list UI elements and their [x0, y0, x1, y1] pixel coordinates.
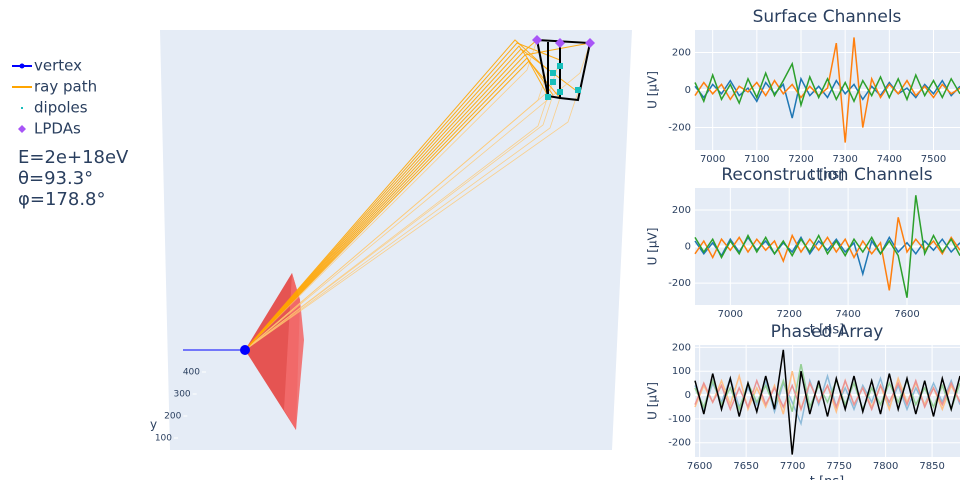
- y-tick-label: -200: [668, 278, 691, 289]
- y-tick-label: 300: [173, 390, 190, 400]
- legend-symbol: [19, 63, 25, 69]
- x-tick-label: 7200: [776, 309, 801, 320]
- waveform: [694, 61, 960, 108]
- vertex-marker: [240, 345, 250, 355]
- waveform: [694, 349, 960, 455]
- annotation: E=2e+18eV: [18, 147, 129, 168]
- ray-path: [244, 39, 538, 351]
- y-tick-label: 200: [672, 342, 691, 353]
- y-tick-label: 100: [155, 434, 172, 444]
- x-tick-label: 7000: [718, 309, 743, 320]
- x-tick-label: 7600: [687, 461, 712, 472]
- dipole: [550, 70, 556, 76]
- y-tick-label: 100: [672, 366, 691, 377]
- axis-label: y: [150, 418, 157, 432]
- x-tick-label: 7400: [877, 154, 902, 165]
- x-tick-label: 7700: [780, 461, 805, 472]
- chart-title: Surface Channels: [753, 7, 902, 27]
- chart-title: Phased Array: [771, 322, 884, 342]
- ray-path: [244, 42, 591, 351]
- y-axis-label: U [µV]: [646, 71, 660, 109]
- ray-path: [244, 39, 538, 351]
- x-axis-label: t [ns]: [810, 168, 844, 183]
- x-tick-label: 7850: [919, 461, 944, 472]
- ray-path: [244, 97, 561, 351]
- waveform: [694, 217, 960, 291]
- dipole: [575, 87, 581, 93]
- x-tick-label: 7400: [835, 309, 860, 320]
- waveform: [694, 235, 960, 277]
- y-tick-label: -200: [668, 123, 691, 134]
- y-tick-label: 200: [164, 412, 181, 422]
- y-tick-label: 400: [183, 368, 200, 378]
- y-tick-label: -100: [668, 414, 691, 425]
- waveform: [694, 76, 960, 119]
- x-tick-label: 7600: [894, 309, 919, 320]
- x-tick-label: 7000: [700, 154, 725, 165]
- ray-path: [244, 57, 549, 351]
- legend-label: vertex: [34, 57, 82, 75]
- y-tick-label: 200: [672, 48, 691, 59]
- x-tick-label: 7650: [733, 461, 758, 472]
- legend-label: LPDAs: [34, 120, 81, 138]
- waveform: [694, 378, 960, 412]
- legend-label: dipoles: [34, 99, 88, 117]
- legend-label: ray path: [34, 78, 97, 96]
- ray-path: [244, 94, 554, 351]
- dipole: [550, 79, 556, 85]
- dipole: [557, 63, 563, 69]
- station: [536, 39, 592, 102]
- dipole: [557, 89, 563, 95]
- x-tick-label: 7200: [788, 154, 813, 165]
- y-tick-label: 0: [685, 85, 691, 96]
- annotation: θ=93.3°: [18, 168, 93, 189]
- waveform: [694, 37, 960, 143]
- waveform: [694, 195, 960, 298]
- legend-symbol: [18, 125, 26, 133]
- x-tick-label: 7500: [921, 154, 946, 165]
- y-axis-label: U [µV]: [646, 382, 660, 420]
- x-tick-label: 7800: [873, 461, 898, 472]
- y-tick-label: 200: [672, 205, 691, 216]
- ray-path: [244, 91, 579, 351]
- ray-path: [244, 45, 554, 351]
- dipole: [545, 94, 551, 100]
- x-axis-label: t [ns]: [810, 323, 844, 338]
- ray-path: [244, 60, 561, 351]
- x-tick-label: 7300: [832, 154, 857, 165]
- x-axis-label: t [ns]: [810, 475, 844, 481]
- legend-symbol: [21, 107, 23, 109]
- x-tick-label: 7100: [744, 154, 769, 165]
- lpda: [585, 38, 595, 48]
- chart-title: Reconstruction Channels: [721, 165, 932, 185]
- x-tick-label: 7750: [826, 461, 851, 472]
- ray-paths: [244, 39, 591, 351]
- y-tick-label: 0: [685, 242, 691, 253]
- y-axis-label: U [µV]: [646, 228, 660, 266]
- ray-path: [244, 95, 549, 351]
- ray-path: [244, 42, 591, 351]
- y-tick-label: -200: [668, 438, 691, 449]
- ray-path: [244, 42, 561, 351]
- y-tick-label: 0: [685, 390, 691, 401]
- waveform: [694, 363, 960, 412]
- annotation: φ=178.8°: [18, 189, 106, 210]
- lpda: [532, 35, 542, 45]
- ray-path: [244, 39, 549, 351]
- lpda: [555, 38, 565, 48]
